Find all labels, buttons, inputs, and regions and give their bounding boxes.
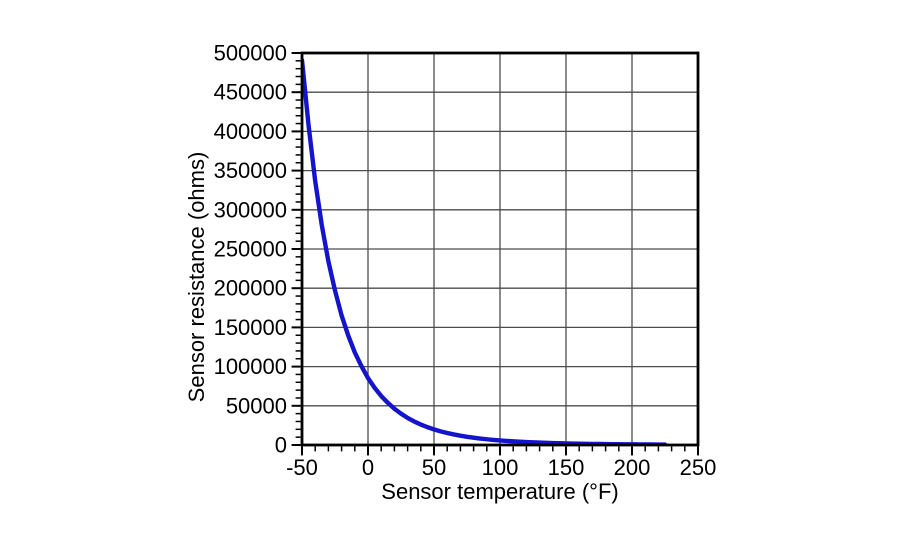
plot-frame (300, 51, 700, 447)
x-axis-title: Sensor temperature (°F) (381, 479, 619, 504)
y-tick-label: 300000 (214, 197, 287, 222)
x-tick-label: -50 (286, 455, 318, 480)
y-tick-label: 500000 (214, 41, 287, 66)
y-tick-label: 450000 (214, 80, 287, 105)
y-tick-label: 200000 (214, 276, 287, 301)
y-tick-label: 400000 (214, 119, 287, 144)
x-tick-label: 50 (422, 455, 446, 480)
x-tick-label: 0 (362, 455, 374, 480)
y-tick-label: 50000 (226, 393, 287, 418)
resistance-curve (302, 58, 668, 445)
y-tick-label: 350000 (214, 158, 287, 183)
x-tick-label: 100 (482, 455, 519, 480)
x-tick-label: 250 (680, 455, 717, 480)
x-tick-label: 200 (614, 455, 651, 480)
y-tick-label: 250000 (214, 237, 287, 262)
x-tick-label: 150 (548, 455, 585, 480)
y-tick-label: 150000 (214, 315, 287, 340)
y-axis-title: Sensor resistance (ohms) (184, 151, 209, 403)
y-tick-label: 100000 (214, 354, 287, 379)
y-tick-label: 0 (275, 433, 287, 458)
